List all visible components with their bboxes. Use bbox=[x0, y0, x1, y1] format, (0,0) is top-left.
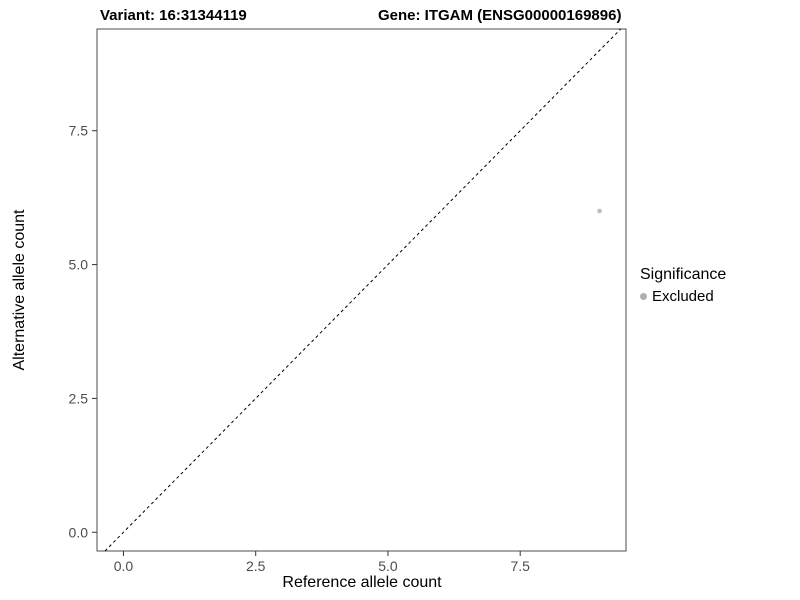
y-tick-label: 2.5 bbox=[69, 390, 89, 406]
y-tick-label: 5.0 bbox=[69, 257, 89, 273]
gene-title: Gene: ITGAM (ENSG00000169896) bbox=[378, 7, 622, 24]
y-tick-label: 0.0 bbox=[69, 524, 89, 540]
panel-border bbox=[96, 28, 627, 552]
x-tick-label: 2.5 bbox=[246, 558, 266, 574]
x-tick-label: 0.0 bbox=[114, 558, 134, 574]
legend-title: Significance bbox=[640, 266, 727, 283]
x-axis-label: Reference allele count bbox=[282, 574, 442, 591]
legend-entries: Excluded bbox=[640, 288, 726, 305]
data-point bbox=[597, 208, 602, 214]
legend-entry: Excluded bbox=[640, 288, 726, 305]
legend-key-dot bbox=[640, 293, 647, 300]
variant-title: Variant: 16:31344119 bbox=[100, 7, 247, 24]
legend-entry-label: Excluded bbox=[652, 288, 714, 305]
x-tick-label: 7.5 bbox=[510, 558, 530, 574]
x-tick-label: 5.0 bbox=[378, 558, 398, 574]
legend: Significance Excluded bbox=[640, 266, 726, 305]
identity-line bbox=[104, 28, 622, 552]
y-tick-label: 7.5 bbox=[69, 123, 89, 139]
